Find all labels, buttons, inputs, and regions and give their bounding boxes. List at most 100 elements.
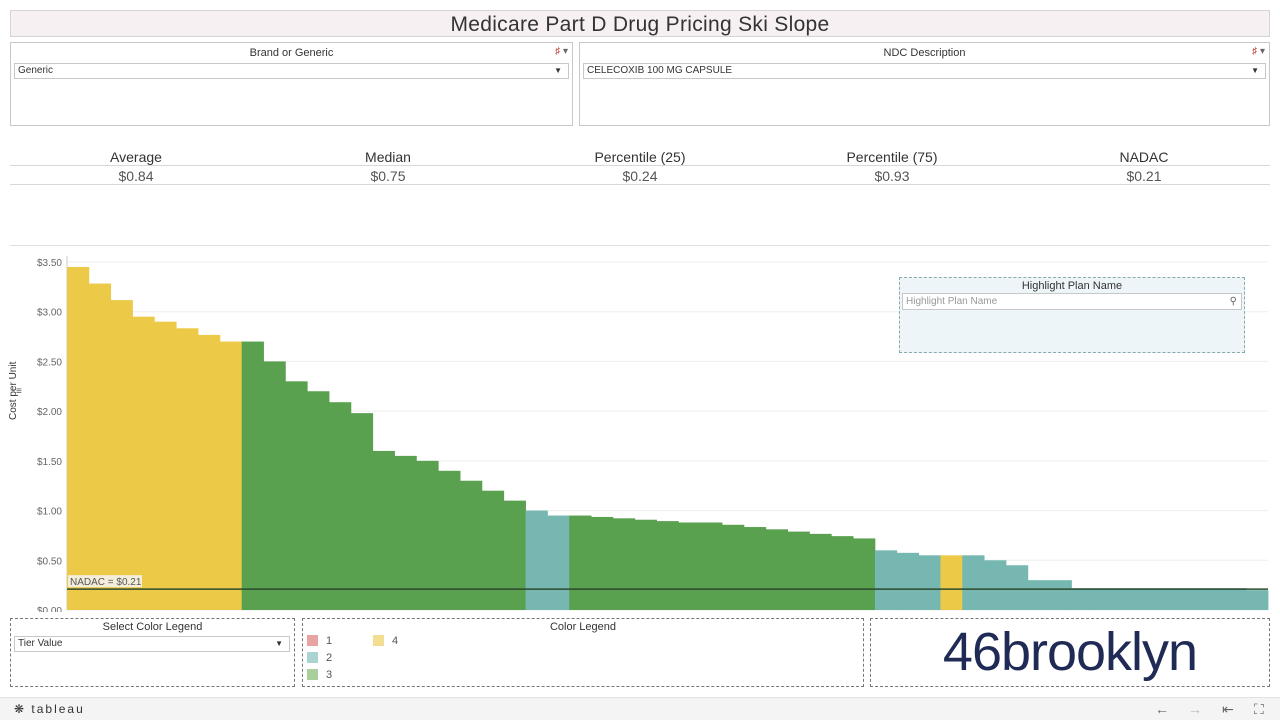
- y-axis-title: Cost per Unit: [8, 361, 19, 420]
- kpi-divider: [10, 184, 1270, 185]
- chart-bar: [503, 500, 526, 610]
- chart-bar: [1115, 588, 1138, 610]
- tableau-logo[interactable]: ❋ tableau: [14, 702, 85, 716]
- legend-item-2[interactable]: 2: [307, 652, 332, 664]
- clear-filter-icon[interactable]: ♯: [1252, 46, 1258, 57]
- chart-bar: [307, 391, 330, 610]
- ndc-filter-title: NDC Description: [883, 47, 966, 59]
- highlight-plan-placeholder: Highlight Plan Name: [906, 296, 998, 307]
- tableau-brand-text: tableau: [31, 702, 85, 716]
- kpi-label: Percentile (75): [846, 149, 938, 165]
- brand-filter[interactable]: Brand or Generic ♯ ▾ Generic ▼: [10, 42, 573, 126]
- undo-icon[interactable]: ←: [1155, 701, 1169, 717]
- chart-bar: [962, 555, 985, 610]
- dashboard-title: Medicare Part D Drug Pricing Ski Slope: [10, 10, 1270, 37]
- chart-bar: [1136, 588, 1160, 610]
- chart-bar: [656, 521, 679, 610]
- ndc-dropdown-value: CELECOXIB 100 MG CAPSULE: [587, 65, 733, 76]
- kpi-percentile-25: Percentile (25) $0.24: [514, 150, 766, 185]
- chevron-down-icon[interactable]: ▼: [275, 639, 283, 648]
- menu-caret-icon[interactable]: ▾: [562, 46, 568, 57]
- highlight-plan-panel: Highlight Plan Name Highlight Plan Name …: [899, 277, 1245, 353]
- kpi-label: Median: [365, 149, 411, 165]
- chart-bar: [416, 460, 439, 610]
- chart-bar: [1005, 565, 1029, 610]
- chart-bar: [263, 361, 286, 610]
- chart-bar: [678, 522, 701, 610]
- search-icon[interactable]: ⚲: [1229, 296, 1237, 307]
- chart-bar: [350, 413, 374, 610]
- brand-filter-icons[interactable]: ♯ ▾: [555, 46, 568, 57]
- legend-item-4[interactable]: 4: [373, 635, 398, 647]
- tableau-footer: ❋ tableau ← → ⇤ ⛶: [0, 697, 1280, 720]
- legend-item-1[interactable]: 1: [307, 635, 332, 647]
- select-color-legend-panel: Select Color Legend Tier Value ▼: [10, 618, 295, 687]
- chart-bar: [1180, 588, 1203, 610]
- chart-bar: [787, 531, 810, 610]
- kpi-value: $0.93: [874, 168, 910, 184]
- color-legend-dropdown-value: Tier Value: [18, 638, 63, 649]
- ndc-filter[interactable]: NDC Description ♯ ▾ CELECOXIB 100 MG CAP…: [579, 42, 1270, 126]
- chart-bar: [525, 510, 548, 610]
- y-tick-label: $1.50: [37, 457, 62, 468]
- chevron-down-icon[interactable]: ▼: [1251, 66, 1259, 75]
- chart-bar: [700, 522, 723, 610]
- redo-icon[interactable]: →: [1188, 701, 1202, 717]
- brand-dropdown-value: Generic: [18, 65, 54, 76]
- chart-bar: [809, 533, 832, 610]
- chart-bar: [1027, 580, 1051, 610]
- fullscreen-icon[interactable]: ⛶: [1254, 701, 1264, 717]
- chart-bar: [1071, 588, 1094, 610]
- brand-filter-title: Brand or Generic: [249, 47, 334, 59]
- legend-label: 1: [326, 635, 333, 647]
- brand-dropdown[interactable]: Generic ▼: [14, 63, 569, 79]
- select-color-legend-title: Select Color Legend: [102, 621, 203, 633]
- chart-bar: [176, 328, 199, 610]
- y-tick-label: $1.00: [37, 507, 62, 518]
- legend-label: 4: [392, 635, 399, 647]
- chart-bar: [569, 515, 592, 610]
- chart-bar: [88, 283, 112, 610]
- brand-logo: 46brooklyn: [942, 622, 1198, 682]
- chart-bar: [918, 555, 941, 610]
- highlight-plan-title: Highlight Plan Name: [1021, 280, 1123, 292]
- highlight-plan-input[interactable]: Highlight Plan Name ⚲: [902, 293, 1242, 310]
- kpi-value: $0.84: [118, 168, 154, 184]
- kpi-label: Percentile (25): [594, 149, 686, 165]
- chart-bar: [765, 529, 788, 610]
- clear-filter-icon[interactable]: ♯: [555, 46, 561, 57]
- legend-swatch: [307, 635, 318, 646]
- legend-swatch: [373, 635, 384, 646]
- chart-bar: [940, 555, 963, 610]
- kpi-nadac: NADAC $0.21: [1018, 150, 1270, 185]
- menu-caret-icon[interactable]: ▾: [1259, 46, 1265, 57]
- chart-bar: [1224, 588, 1247, 610]
- chart-bar: [372, 450, 395, 610]
- chart-bar: [198, 334, 221, 610]
- chart-bar: [241, 341, 264, 610]
- ski-slope-chart[interactable]: $0.00 $0.50 $1.00 $1.50 $2.00 $2.50 $3.00 $3.50…: [10, 245, 1270, 612]
- color-legend-dropdown[interactable]: Tier Value ▼: [14, 636, 290, 652]
- chart-bar: [460, 480, 483, 610]
- sort-icon[interactable]: ≡: [16, 386, 22, 397]
- y-tick-label: $3.50: [37, 258, 62, 269]
- chevron-down-icon[interactable]: ▼: [554, 66, 562, 75]
- chart-bar: [394, 455, 417, 610]
- nadac-label-bg: [68, 575, 142, 588]
- chart-svg[interactable]: $0.00 $0.50 $1.00 $1.50 $2.00 $2.50 $3.00 $3.50…: [10, 246, 1270, 612]
- nadac-reference-label: NADAC = $0.21: [70, 577, 142, 588]
- legend-item-3[interactable]: 3: [307, 669, 332, 681]
- legend-label: 3: [326, 669, 333, 681]
- ndc-filter-icons[interactable]: ♯ ▾: [1252, 46, 1265, 57]
- chart-bar: [219, 341, 243, 610]
- chart-bar: [984, 560, 1007, 610]
- chart-bar: [1246, 590, 1269, 610]
- y-tick-label: $2.00: [37, 407, 62, 418]
- logo-panel: 46brooklyn: [870, 618, 1270, 687]
- ndc-dropdown[interactable]: CELECOXIB 100 MG CAPSULE ▼: [583, 63, 1266, 79]
- chart-bar: [874, 550, 898, 610]
- chart-bar: [1049, 580, 1072, 610]
- tableau-mark-icon: ❋: [14, 702, 27, 716]
- revert-icon[interactable]: ⇤: [1222, 701, 1234, 717]
- chart-bar: [1093, 588, 1116, 610]
